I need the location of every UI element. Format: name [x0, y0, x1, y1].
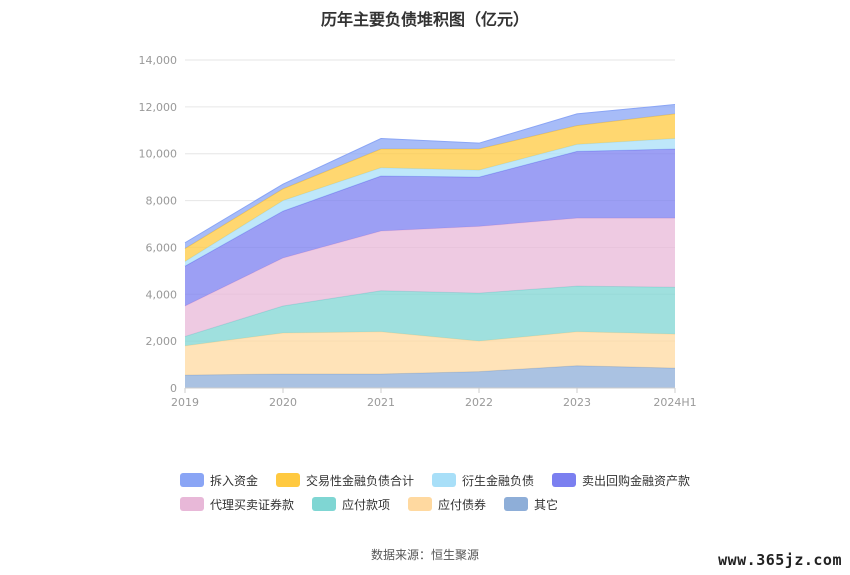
area-series: [185, 286, 675, 346]
x-tick-label: 2023: [563, 396, 591, 409]
legend-label: 拆入资金: [210, 473, 259, 488]
area-series: [185, 113, 675, 262]
legend-item[interactable]: 应付款项: [312, 496, 390, 512]
legend-swatch: [552, 473, 577, 487]
y-tick-label: 2,000: [146, 335, 178, 348]
area-series: [185, 365, 675, 388]
legend-item[interactable]: 衍生金融负债: [432, 472, 534, 488]
chart-legend: 拆入资金 交易性金融负债合计 衍生金融负债 卖出回购金融资产款代理买卖证券款 应付款项 应…: [180, 472, 700, 512]
legend-swatch: [504, 497, 529, 511]
x-tick-label: 2019: [171, 396, 199, 409]
legend-item[interactable]: 拆入资金: [180, 472, 258, 488]
y-tick-label: 14,000: [139, 54, 178, 67]
legend-label: 其它: [534, 497, 559, 512]
legend-label: 交易性金融负债合计: [306, 473, 415, 488]
area-series-edge: [184, 104, 676, 244]
x-tick-label: 2020: [269, 396, 297, 409]
legend-swatch: [180, 473, 204, 487]
legend-swatch: [180, 497, 204, 511]
y-tick-label: 0: [170, 382, 177, 395]
chart-title: 历年主要负债堆积图（亿元）: [320, 10, 529, 29]
legend-item[interactable]: 代理买卖证券款: [180, 496, 294, 512]
y-tick-label: 10,000: [139, 148, 178, 161]
legend-swatch: [432, 473, 457, 487]
x-tick-label: 2022: [465, 396, 493, 409]
x-tick-label: 2021: [367, 396, 395, 409]
legend-item[interactable]: 卖出回购金融资产款: [552, 472, 690, 488]
y-tick-label: 12,000: [139, 101, 178, 114]
legend-item[interactable]: 交易性金融负债合计: [276, 472, 414, 488]
legend-label: 应付债券: [438, 497, 487, 512]
legend-swatch: [312, 497, 337, 511]
legend-label: 卖出回购金融资产款: [582, 473, 691, 488]
area-series: [185, 331, 675, 376]
data-source-note: 数据来源：恒生聚源: [370, 548, 479, 562]
y-tick-label: 4,000: [146, 288, 178, 301]
y-tick-label: 8,000: [146, 195, 178, 208]
legend-item[interactable]: 其它: [504, 496, 558, 512]
area-series: [185, 138, 675, 267]
legend-item[interactable]: 应付债券: [408, 496, 486, 512]
area-series: [185, 104, 675, 249]
legend-swatch: [276, 473, 301, 487]
site-watermark: www.365jz.com: [718, 551, 842, 569]
y-tick-label: 6,000: [146, 241, 178, 254]
legend-label: 代理买卖证券款: [210, 497, 295, 512]
x-tick-label: 2024H1: [653, 396, 696, 409]
legend-label: 应付款项: [342, 497, 391, 512]
stacked-area-chart: 0 2,000 4,000 6,000 8,000 10,000 12,000 14,000 2…: [139, 54, 697, 409]
legend-swatch: [408, 497, 433, 511]
area-series: [185, 149, 675, 306]
area-series: [185, 218, 675, 337]
legend-label: 衍生金融负债: [462, 473, 535, 488]
